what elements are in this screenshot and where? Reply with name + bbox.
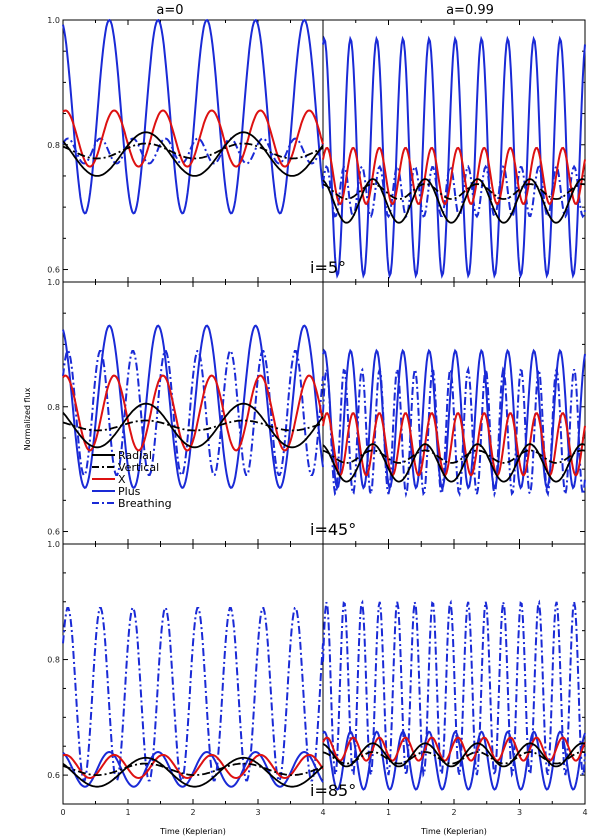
column-title-a0: a=0 bbox=[156, 3, 183, 18]
panel-frame-r0-c1 bbox=[322, 19, 586, 283]
series-radial-r2-c1 bbox=[322, 742, 586, 768]
series-x-r1-c0 bbox=[62, 374, 324, 452]
x-tick-label-c0: 1 bbox=[125, 808, 130, 817]
inclination-label-85: i=85° bbox=[310, 781, 356, 800]
series-plus-r1-c0 bbox=[62, 324, 324, 489]
x-tick-label-c1: 4 bbox=[582, 808, 587, 817]
x-tick-label-c1: 3 bbox=[517, 808, 522, 817]
series-vertical-r2-c1 bbox=[322, 751, 586, 765]
y-tick-label-r1: 0.8 bbox=[47, 403, 60, 412]
y-tick-label-r1: 1.0 bbox=[47, 278, 60, 287]
y-tick-label-r2: 1.0 bbox=[47, 540, 60, 549]
y-tick-label-r0: 1.0 bbox=[47, 16, 60, 25]
x-tick-label-c1: 2 bbox=[451, 808, 456, 817]
inclination-label-45: i=45° bbox=[310, 520, 356, 539]
x-axis-label-left: Time (Keplerian) bbox=[159, 827, 226, 836]
legend-label-plus: Plus bbox=[118, 485, 141, 498]
x-tick-label-c0: 2 bbox=[190, 808, 195, 817]
series-breathing-r1-c1 bbox=[322, 365, 586, 498]
series-radial-r0-c1 bbox=[322, 178, 586, 224]
series-x-r0-c0 bbox=[62, 109, 324, 168]
series-breathing-r0-c0 bbox=[62, 137, 324, 165]
series-vertical-r1-c1 bbox=[322, 449, 586, 464]
y-tick-label-r2: 0.6 bbox=[47, 771, 60, 780]
series-x-r1-c1 bbox=[322, 412, 586, 477]
x-tick-label-c0: 4 bbox=[320, 808, 325, 817]
y-tick-label-r0: 0.6 bbox=[47, 266, 60, 275]
series-x-r2-c1 bbox=[322, 736, 586, 762]
series-breathing-r0-c1 bbox=[322, 164, 586, 219]
series-radial-r1-c1 bbox=[322, 443, 586, 483]
x-tick-label-c0: 0 bbox=[60, 808, 65, 817]
column-title-a099: a=0.99 bbox=[446, 3, 494, 18]
x-tick-label-c0: 3 bbox=[255, 808, 260, 817]
series-breathing-r2-c1 bbox=[322, 599, 586, 778]
series-breathing-r1-c0 bbox=[62, 350, 324, 476]
series-plus-r0-c0 bbox=[62, 18, 324, 215]
legend-label-breathing: Breathing bbox=[118, 497, 172, 510]
y-tick-label-r2: 0.8 bbox=[47, 656, 60, 665]
series-radial-r2-c0 bbox=[62, 756, 324, 788]
legend-label-x: X bbox=[118, 473, 126, 486]
inclination-label-5: i=5° bbox=[310, 258, 346, 277]
x-tick-label-c1: 1 bbox=[386, 808, 391, 817]
y-axis-label: Normalized flux bbox=[23, 387, 32, 450]
series-vertical-r0-c0 bbox=[62, 142, 324, 160]
y-tick-label-r1: 0.6 bbox=[47, 528, 60, 537]
series-vertical-r2-c0 bbox=[62, 762, 324, 776]
series-radial-r1-c0 bbox=[62, 402, 324, 449]
series-x-r0-c1 bbox=[322, 146, 586, 206]
series-plus-r2-c0 bbox=[62, 750, 324, 788]
y-tick-label-r0: 0.8 bbox=[47, 141, 60, 150]
x-axis-label-right: Time (Keplerian) bbox=[420, 827, 487, 836]
legend: Radial Vertical X Plus Breathing bbox=[92, 449, 172, 510]
legend-label-vertical: Vertical bbox=[118, 461, 159, 474]
series-plus-r2-c1 bbox=[322, 730, 586, 791]
series-vertical-r1-c0 bbox=[62, 419, 324, 432]
series-radial-r0-c0 bbox=[62, 131, 324, 177]
series-breathing-r2-c0 bbox=[62, 607, 324, 782]
legend-label-radial: Radial bbox=[118, 449, 152, 462]
